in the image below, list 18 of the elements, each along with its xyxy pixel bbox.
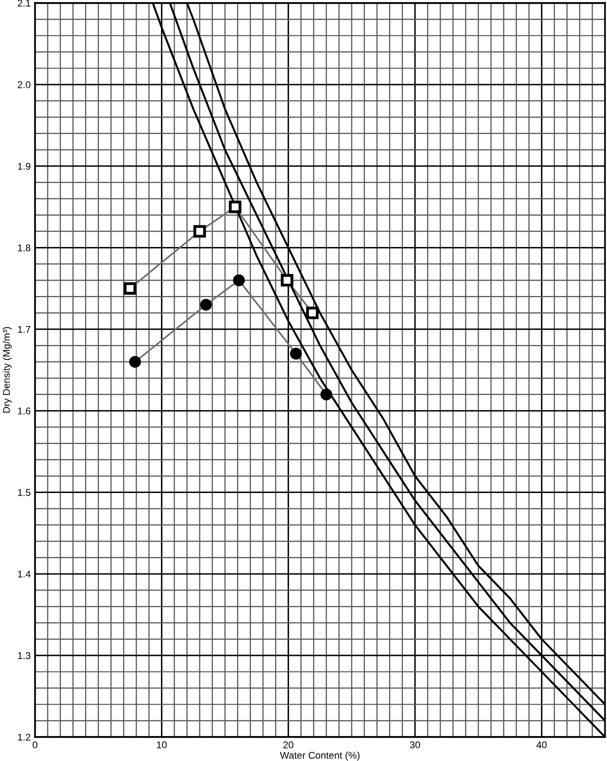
y-tick-label: 1.2 [18, 734, 30, 741]
x-axis-title: Water Content (%) [280, 752, 360, 761]
x-tick-label: 0 [32, 741, 38, 748]
x-tick-label: 20 [283, 741, 294, 748]
y-axis-title: Dry Density (Mg/m³) [2, 327, 12, 413]
x-tick-label: 30 [410, 741, 420, 748]
y-tick-label: 1.4 [18, 570, 31, 578]
point [280, 274, 294, 287]
y-tick-label: 1.8 [18, 244, 30, 252]
y-tick-label: 1.3 [18, 652, 30, 660]
y-tick-label: 1.5 [18, 489, 30, 496]
y-tick-label: 1.6 [18, 408, 30, 414]
y-tick-label: 1.7 [18, 326, 30, 333]
y-tick-label: 2.1 [18, 0, 30, 7]
x-tick-label: 10 [157, 741, 167, 748]
y-tick-label: 2.0 [18, 81, 30, 88]
x-tick-label: 40 [536, 741, 547, 748]
y-tick-label: 1.9 [18, 162, 30, 170]
